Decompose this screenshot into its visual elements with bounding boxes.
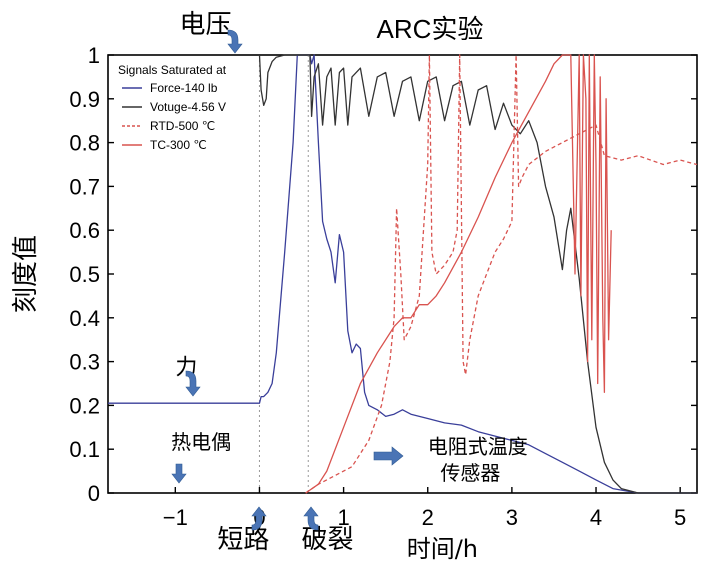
rupture-arrow-icon — [303, 506, 319, 531]
x-axis-label: 时间/h — [407, 535, 478, 563]
series-line-force-140-lb — [108, 54, 697, 494]
series-layer — [108, 54, 698, 494]
thermocouple-arrow-icon — [171, 463, 187, 484]
annotation-label: 热电偶 — [171, 430, 231, 454]
x-tick-label: 3 — [506, 505, 518, 530]
chart-title: ARC实验 — [377, 14, 484, 44]
annotation-label: 短路 — [217, 525, 269, 555]
x-tick-label: 4 — [590, 505, 602, 530]
y-tick-label: 0.1 — [69, 437, 100, 462]
y-tick-label: 0.5 — [69, 262, 100, 287]
annotation-label: 电阻式温度 — [428, 435, 528, 459]
x-tick-label: −1 — [163, 505, 188, 530]
y-axis-label: 刻度值 — [11, 235, 41, 313]
x-tick-label: 5 — [674, 505, 686, 530]
annotation-label: 破裂 — [302, 525, 354, 555]
legend-label: TC-300 ℃ — [150, 138, 207, 152]
voltage-arrow-icon — [227, 29, 243, 54]
y-tick-label: 0.9 — [69, 87, 100, 112]
y-tick-label: 1 — [88, 43, 100, 68]
short-circuit-arrow-icon — [251, 506, 267, 531]
y-tick-label: 0.3 — [69, 350, 100, 375]
rtd-arrow-icon — [373, 446, 404, 466]
legend-label: RTD-500 ℃ — [150, 119, 215, 133]
legend-label: Force-140 lb — [150, 81, 218, 95]
y-tick-label: 0.6 — [69, 218, 100, 243]
y-tick-label: 0.7 — [69, 174, 100, 199]
force-arrow-icon — [185, 370, 201, 397]
series-line-tc-300 — [305, 54, 612, 494]
y-tick-label: 0.4 — [69, 306, 100, 331]
legend: Signals Saturated at Force-140 lb Votuge-4… — [118, 63, 227, 152]
legend-title: Signals Saturated at — [118, 63, 227, 77]
y-tick-label: 0 — [88, 481, 100, 506]
series-line-votuge-4-56-v — [258, 54, 697, 494]
y-tick-label: 0.2 — [69, 393, 100, 418]
annotation-label: 传感器 — [440, 461, 500, 485]
x-tick-label: 2 — [422, 505, 434, 530]
legend-label: Votuge-4.56 V — [150, 100, 226, 114]
y-tick-label: 0.8 — [69, 131, 100, 156]
annotation-label: 电压 — [180, 10, 232, 40]
x-tick-label: 1 — [337, 505, 349, 530]
series-line-rtd-500 — [305, 54, 698, 494]
